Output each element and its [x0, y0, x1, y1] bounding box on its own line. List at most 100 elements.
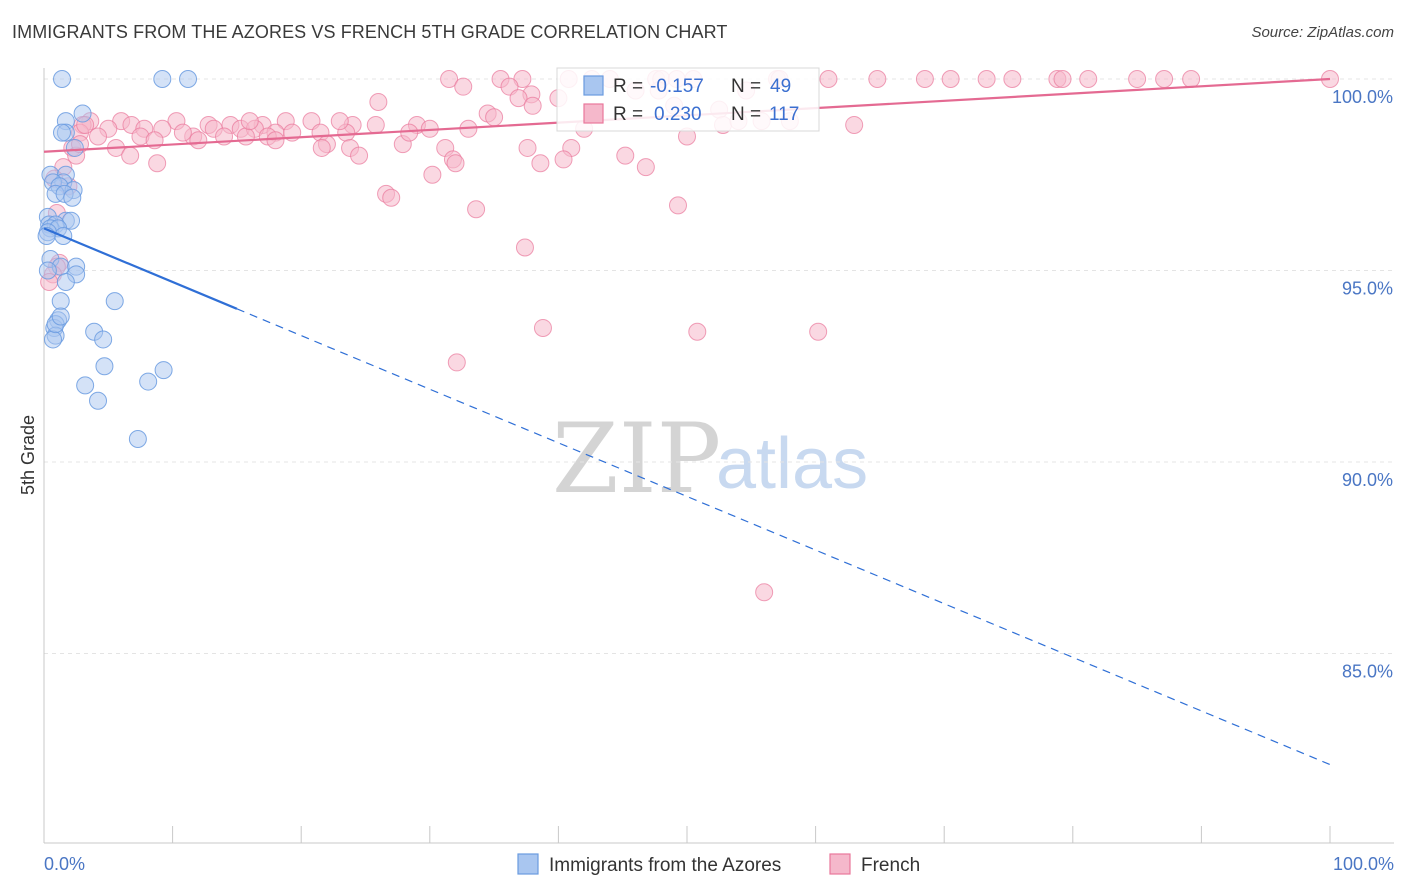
- french-point: [531, 154, 550, 173]
- watermark-zip: ZIP: [552, 403, 721, 515]
- french-point: [400, 123, 419, 142]
- french-point: [1079, 70, 1098, 88]
- legend-swatch-french: [829, 853, 851, 875]
- stats-n-label-french: N =: [731, 104, 761, 125]
- french-point: [1155, 70, 1174, 88]
- azores-trend-line: [43, 227, 238, 310]
- azores-point: [128, 430, 147, 449]
- stats-n-value-azores: 49: [770, 76, 791, 97]
- french-point: [1003, 70, 1022, 88]
- french-point: [447, 353, 466, 372]
- legend-label-azores: Immigrants from the Azores: [549, 855, 781, 876]
- french-point: [121, 146, 140, 165]
- y-axis-label: 5th Grade: [18, 415, 38, 495]
- french-point: [509, 89, 528, 108]
- azores-point: [95, 357, 114, 376]
- azores-point: [76, 376, 95, 395]
- french-point: [369, 92, 388, 111]
- french-point: [240, 112, 259, 131]
- french-point: [330, 112, 349, 131]
- french-point: [845, 115, 864, 134]
- azores-point: [51, 307, 70, 326]
- x-tick-label-max: 100.0%: [1333, 854, 1394, 874]
- french-point: [518, 138, 537, 157]
- french-point: [554, 150, 573, 169]
- watermark-atlas: atlas: [716, 424, 868, 504]
- azores-point: [153, 70, 172, 88]
- french-point: [148, 154, 167, 173]
- legend: Immigrants from the Azores French: [517, 853, 920, 876]
- french-point: [668, 196, 687, 215]
- azores-point: [73, 104, 92, 123]
- french-point: [485, 108, 504, 127]
- azores-point: [139, 372, 158, 391]
- french-point: [440, 70, 459, 88]
- french-point: [515, 238, 534, 257]
- stats-r-value-azores: -0.157: [650, 76, 704, 97]
- azores-point: [154, 361, 173, 380]
- french-point: [688, 322, 707, 341]
- azores-point: [56, 272, 75, 291]
- y-tick-labels: 100.0% 95.0% 90.0% 85.0%: [1332, 87, 1393, 682]
- french-point: [819, 70, 838, 88]
- stats-r-value-french: 0.230: [654, 104, 702, 125]
- french-point: [236, 127, 255, 146]
- azores-point: [51, 292, 70, 311]
- stats-r-label-french: R =: [613, 104, 643, 125]
- french-point: [189, 131, 208, 150]
- french-point: [533, 318, 552, 337]
- azores-trend-extension: [236, 308, 1331, 766]
- legend-label-french: French: [861, 855, 920, 876]
- french-point: [1182, 70, 1201, 88]
- french-point: [423, 165, 442, 184]
- french-point: [467, 200, 486, 219]
- french-point: [382, 188, 401, 207]
- french-point: [89, 127, 108, 146]
- x-tick-label-min: 0.0%: [44, 854, 85, 874]
- french-point: [755, 583, 774, 602]
- french-point: [977, 70, 996, 88]
- azores-point: [105, 292, 124, 311]
- french-point: [1053, 70, 1072, 88]
- stats-n-label-azores: N =: [731, 76, 761, 97]
- y-tick-label-95: 95.0%: [1342, 279, 1393, 299]
- azores-point: [53, 70, 72, 88]
- stats-swatch-azores: [583, 75, 604, 96]
- azores-point: [94, 330, 113, 349]
- y-tick-label-85: 85.0%: [1342, 662, 1393, 682]
- stats-swatch-french: [583, 103, 604, 124]
- french-point: [636, 158, 655, 177]
- french-point: [173, 123, 192, 142]
- azores-point: [53, 123, 72, 142]
- french-point: [1128, 70, 1147, 88]
- french-point: [446, 154, 465, 173]
- azores-point: [89, 391, 108, 410]
- series-french-points: [40, 70, 1339, 602]
- azores-point: [179, 70, 198, 88]
- azores-point: [65, 138, 84, 157]
- azores-point: [44, 330, 63, 349]
- french-point: [868, 70, 887, 88]
- french-point: [523, 96, 542, 115]
- azores-point: [63, 188, 82, 207]
- french-point: [266, 131, 285, 150]
- stats-n-value-french: 117: [769, 104, 799, 125]
- stats-r-label-azores: R =: [613, 76, 643, 97]
- chart-title: IMMIGRANTS FROM THE AZORES VS FRENCH 5TH…: [12, 22, 728, 42]
- azores-point: [38, 261, 57, 280]
- y-tick-label-100: 100.0%: [1332, 87, 1393, 107]
- series-azores-points: [37, 70, 198, 449]
- legend-swatch-azores: [517, 853, 539, 875]
- french-point: [350, 146, 369, 165]
- french-point: [915, 70, 934, 88]
- y-tick-label-90: 90.0%: [1342, 470, 1393, 490]
- x-axis-ticks: [43, 826, 1331, 843]
- french-point: [454, 77, 473, 96]
- french-point: [616, 146, 635, 165]
- chart-source: Source: ZipAtlas.com: [1251, 24, 1394, 41]
- french-point: [809, 322, 828, 341]
- french-point: [312, 138, 331, 157]
- gridlines: [44, 78, 1394, 654]
- french-point: [366, 115, 385, 134]
